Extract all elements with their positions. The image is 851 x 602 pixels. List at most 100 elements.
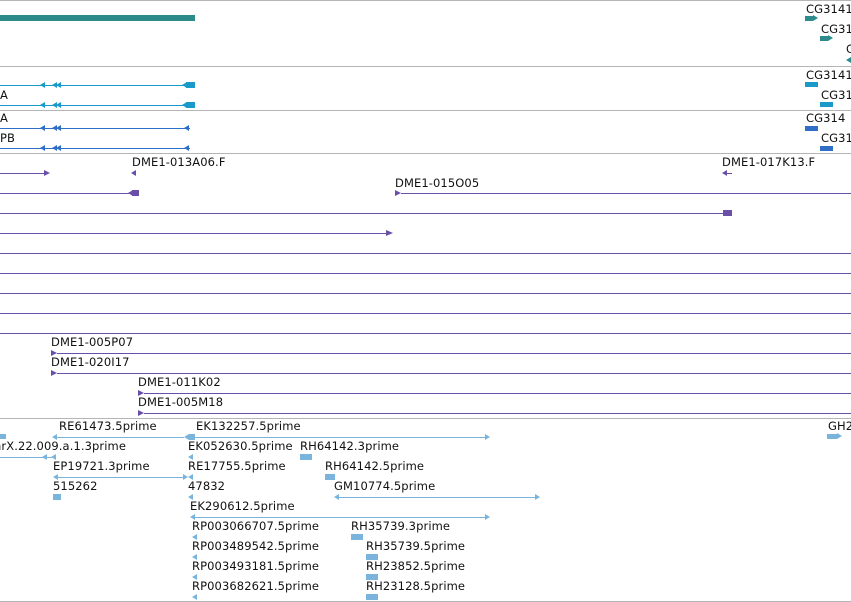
bac-clone-line[interactable] (0, 253, 851, 254)
bac-clone-line[interactable] (0, 173, 44, 174)
transcript-exon[interactable] (186, 82, 195, 88)
bac-clone-line[interactable] (57, 353, 851, 354)
est-label[interactable]: EK052630.5prime (188, 439, 293, 453)
est-label[interactable]: RP003066707.5prime (192, 519, 320, 533)
est-line[interactable] (58, 477, 184, 478)
est-label[interactable]: RH35739.5prime (366, 539, 466, 553)
bac-clone-line[interactable] (144, 393, 851, 394)
transcript-intron[interactable] (0, 105, 190, 106)
est-label[interactable]: 47832 (188, 479, 226, 493)
est-feature[interactable] (366, 594, 378, 600)
est-feature[interactable] (366, 554, 378, 560)
est-label[interactable]: RE17755.5prime (188, 459, 286, 473)
est-line[interactable] (339, 497, 535, 498)
gene-label[interactable]: C (846, 42, 851, 56)
strand-arrow-icon (485, 434, 490, 440)
strand-arrow-icon (535, 494, 540, 500)
est-feature[interactable] (325, 474, 335, 480)
bac-clone-end[interactable] (723, 210, 732, 216)
bac-clone-line[interactable] (144, 413, 851, 414)
transcript-label[interactable]: CG31 (821, 88, 851, 102)
est-label[interactable]: GM10774.5prime (334, 479, 436, 493)
est-feature[interactable] (189, 434, 195, 440)
transcript-intron[interactable] (0, 85, 190, 86)
bac-clone-label[interactable]: DME1-013A06.F (132, 155, 226, 169)
bac-clone-line[interactable] (0, 273, 851, 274)
est-label[interactable]: RE61473.5prime (59, 419, 157, 433)
bac-clone-label[interactable]: DME1-005M18 (138, 395, 224, 409)
gene-label[interactable]: CG31 (821, 22, 851, 36)
est-feature[interactable] (351, 534, 363, 540)
est-label[interactable]: RP003489542.5prime (192, 539, 320, 553)
bac-clone-line[interactable] (0, 293, 851, 294)
bac-clone-line[interactable] (727, 173, 732, 174)
est-label[interactable]: RH64142.3prime (300, 439, 400, 453)
est-label[interactable]: RP003493181.5prime (192, 559, 320, 573)
transcript-exon[interactable] (820, 146, 833, 151)
transcript-exon[interactable] (805, 126, 818, 131)
transcript-label[interactable]: CG3141 (806, 68, 851, 82)
bac-clone-line[interactable] (0, 213, 723, 214)
est-line[interactable] (0, 457, 52, 458)
est-label[interactable]: hrX.22.009.a.1.3prime (0, 439, 127, 453)
est-label[interactable]: EK132257.5prime (196, 419, 301, 433)
transcript-label[interactable]: PB (0, 131, 16, 145)
est-label[interactable]: GH2 (828, 419, 851, 433)
strand-arrow-icon (40, 82, 45, 88)
gene-feature[interactable] (0, 15, 195, 21)
strand-arrow-icon (51, 350, 57, 356)
est-label[interactable]: RP003682621.5prime (192, 579, 320, 593)
bac-clone-end[interactable] (132, 190, 139, 196)
track-separator (0, 418, 851, 419)
bac-clone-line[interactable] (0, 313, 851, 314)
est-label[interactable]: EP19721.3prime (53, 459, 150, 473)
est-line[interactable] (57, 437, 184, 438)
est-label[interactable]: RH23852.5prime (366, 559, 466, 573)
strand-arrow-icon (837, 433, 842, 439)
est-line[interactable] (195, 517, 485, 518)
track-separator (0, 66, 851, 67)
strand-arrow-icon (184, 125, 189, 131)
bac-clone-line[interactable] (57, 373, 851, 374)
bac-clone-line[interactable] (0, 193, 132, 194)
strand-arrow-icon (334, 494, 339, 500)
track-separator (0, 110, 851, 111)
gene-feature[interactable] (805, 16, 813, 21)
bac-clone-label[interactable]: DME1-011K02 (138, 375, 221, 389)
transcript-intron[interactable] (0, 148, 190, 149)
strand-arrow-icon (52, 82, 57, 88)
bac-clone-line[interactable] (401, 193, 851, 194)
strand-arrow-icon (51, 370, 57, 376)
transcript-exon[interactable] (820, 102, 833, 107)
strand-arrow-icon (722, 170, 727, 176)
est-label[interactable]: 515262 (53, 479, 98, 493)
bac-clone-line[interactable] (0, 333, 851, 334)
strand-arrow-icon (51, 454, 56, 460)
bac-clone-label[interactable]: DME1-015O05 (395, 176, 480, 190)
gene-label[interactable]: CG3141 (806, 2, 851, 16)
est-line[interactable] (195, 437, 485, 438)
est-label[interactable]: RH23128.5prime (366, 579, 466, 593)
bac-clone-line[interactable] (0, 233, 386, 234)
est-feature[interactable] (827, 434, 837, 439)
bac-clone-label[interactable]: DME1-017K13.F (722, 155, 816, 169)
bac-clone-label[interactable]: DME1-005P07 (51, 335, 134, 349)
transcript-exon[interactable] (805, 82, 818, 87)
track-separator (0, 0, 851, 1)
est-feature[interactable] (53, 494, 61, 500)
transcript-label[interactable]: A (0, 88, 8, 102)
est-feature[interactable] (366, 574, 378, 580)
est-feature[interactable] (300, 454, 312, 460)
transcript-label[interactable]: A (0, 111, 8, 125)
strand-arrow-icon (192, 574, 197, 580)
gene-feature[interactable] (820, 36, 828, 41)
est-feature[interactable] (0, 434, 6, 439)
transcript-label[interactable]: CG31 (821, 131, 851, 145)
transcript-label[interactable]: CG314 (806, 111, 846, 125)
bac-clone-label[interactable]: DME1-020I17 (51, 355, 130, 369)
transcript-exon[interactable] (186, 102, 195, 108)
est-label[interactable]: RH64142.5prime (325, 459, 425, 473)
transcript-intron[interactable] (0, 128, 190, 129)
est-label[interactable]: RH35739.3prime (351, 519, 451, 533)
est-label[interactable]: EK290612.5prime (190, 499, 295, 513)
